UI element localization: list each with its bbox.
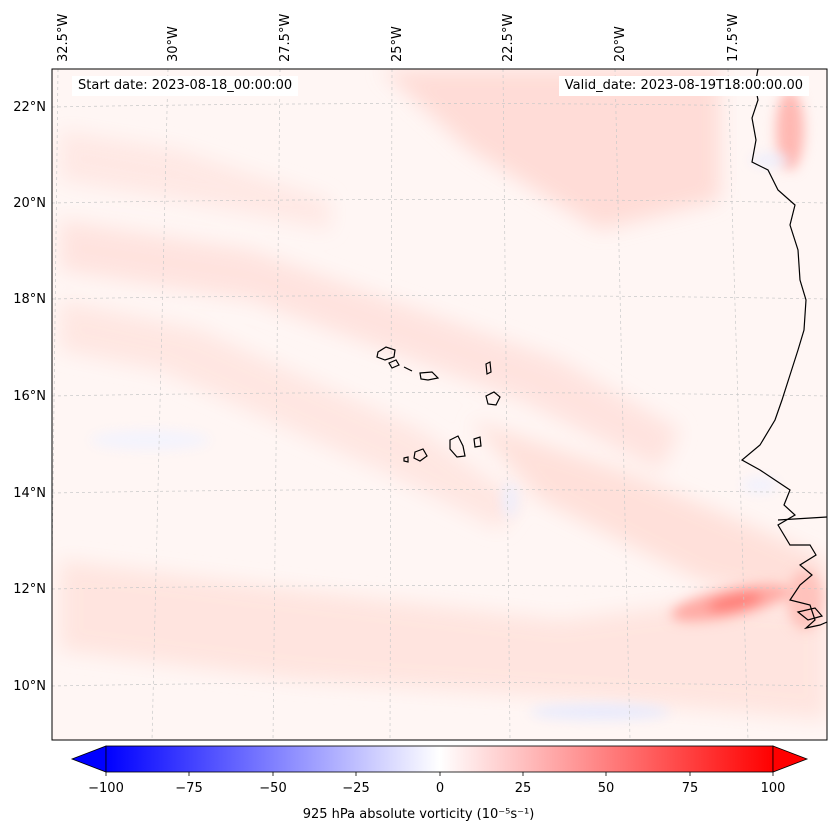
- lat-label: 16°N: [13, 389, 46, 404]
- colorbar-tick-label: −50: [259, 781, 286, 796]
- colorbar-min-extend: [70, 745, 107, 773]
- lon-label: 17.5°W: [726, 14, 741, 62]
- island-sao-nicolau: [419, 371, 440, 381]
- island-brava: [403, 456, 409, 463]
- colorbar-tick-label: −100: [88, 781, 124, 796]
- colorbar-tick-label: 0: [436, 781, 444, 796]
- island-santo-antao: [376, 346, 396, 361]
- coastline: [740, 69, 827, 630]
- colorbar-tick-label: 100: [761, 781, 786, 796]
- lat-label: 20°N: [13, 196, 46, 211]
- vorticity-field: [60, 69, 827, 720]
- colorbar-max-extend: [772, 745, 809, 773]
- lon-label: 32.5°W: [56, 14, 71, 62]
- island-santa-luzia: [403, 366, 413, 372]
- cape-verde-islands: [376, 346, 501, 463]
- lat-label: 22°N: [13, 100, 46, 115]
- lat-label: 14°N: [13, 486, 46, 501]
- valid-date-label: Valid_date: 2023-08-19T18:00:00.00: [558, 76, 809, 96]
- lon-label: 22.5°W: [501, 14, 516, 62]
- colorbar-tick-label: 50: [598, 781, 615, 796]
- lon-label: 25°W: [390, 26, 405, 62]
- lat-label: 18°N: [13, 292, 46, 307]
- island-sao-vicente: [388, 359, 400, 369]
- island-fogo: [413, 448, 428, 462]
- lon-label: 30°W: [166, 26, 181, 62]
- colorbar-gradient: [105, 745, 774, 773]
- start-date-label: Start date: 2023-08-18_00:00:00: [72, 76, 299, 96]
- graticule: [52, 69, 827, 740]
- map-panel: 32.5°W 30°W 27.5°W 25°W 22.5°W 20°W 17.5…: [13, 14, 828, 741]
- colorbar: −100 −75 −50 −25 0 25 50 75 100: [70, 745, 809, 796]
- colorbar-tick-label: −25: [342, 781, 369, 796]
- map-frame: [51, 68, 828, 741]
- colorbar-label: 925 hPa absolute vorticity (10⁻⁵s⁻¹): [302, 807, 535, 822]
- latitude-labels: 22°N 20°N 18°N 16°N 14°N 12°N 10°N: [13, 100, 46, 694]
- island-maio: [473, 436, 482, 448]
- colorbar-tick-label: −75: [175, 781, 202, 796]
- colorbar-tick-label: 25: [515, 781, 532, 796]
- lat-label: 10°N: [13, 679, 46, 694]
- longitude-labels: 32.5°W 30°W 27.5°W 25°W 22.5°W 20°W 17.5…: [56, 14, 741, 62]
- island-sal: [485, 361, 492, 375]
- colorbar-tick-label: 75: [682, 781, 699, 796]
- island-santiago: [449, 435, 466, 458]
- lon-label: 27.5°W: [278, 14, 293, 62]
- island-boa-vista: [485, 391, 501, 406]
- lat-label: 12°N: [13, 582, 46, 597]
- lon-label: 20°W: [613, 26, 628, 62]
